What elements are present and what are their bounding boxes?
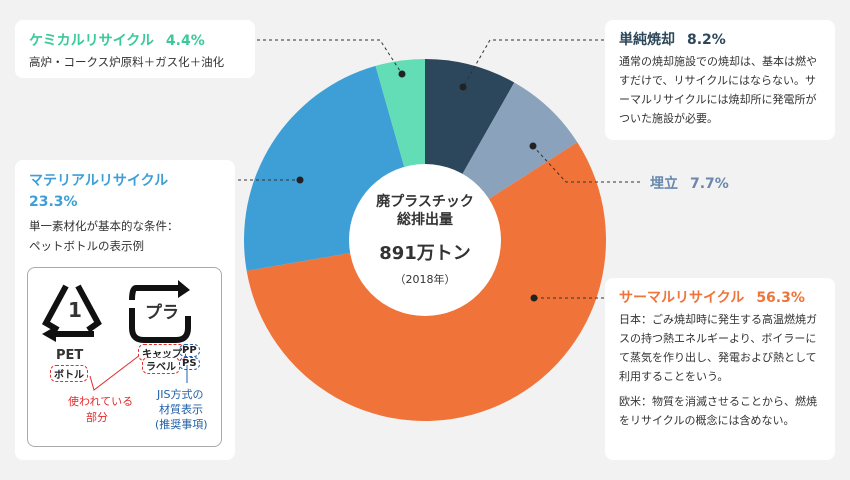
chemical-title: ケミカルリサイクル: [29, 33, 154, 49]
thermal-desc-west: 欧米：物質を消滅させることから、燃焼をリサイクルの概念には含めない。: [619, 395, 817, 427]
pla-recycle-icon: [129, 280, 191, 343]
thermal-pct: 56.3%: [756, 290, 805, 306]
thermal-desc-japan: 日本：ごみ焼却時に発生する高温燃焼ガスの持つ熱エネルギーより、ボイラーにて蒸気を…: [619, 313, 817, 383]
material-pct: 23.3%: [29, 194, 78, 210]
incineration-title: 単純焼却: [619, 32, 675, 48]
bottle-label: ボトル: [50, 365, 88, 382]
pla-mark: プラ: [145, 303, 179, 323]
material-desc: 単一素材化が基本的な条件：: [29, 219, 179, 233]
thermal-card: サーマルリサイクル 56.3% 日本：ごみ焼却時に発生する高温燃焼ガスの持つ熱エネ…: [605, 278, 835, 460]
pet-recycle-icon: [41, 284, 102, 342]
donut-hole: [349, 164, 501, 316]
thermal-title: サーマルリサイクル: [619, 290, 745, 306]
landfill-pct: 7.7%: [690, 176, 729, 192]
chemical-card: ケミカルリサイクル 4.4% 高炉・コークス炉原料＋ガス化＋油化: [15, 20, 255, 78]
landfill-title: 埋立: [650, 176, 678, 192]
ps-code: PS: [179, 357, 200, 370]
label-label: ラベル: [142, 357, 180, 374]
center-year: （2018年）: [394, 273, 456, 286]
chemical-pct: 4.4%: [165, 33, 205, 49]
pet-number: 1: [68, 298, 82, 322]
material-desc-2: ペットボトルの表示例: [29, 239, 144, 253]
leader-dots: [296, 70, 538, 302]
incineration-pct: 8.2%: [687, 32, 726, 48]
landfill-label: 埋立 7.7%: [650, 173, 729, 193]
recycling-symbol-example: 1 プラ PET ボトル キャップ ラベル PP PS 使われている 部分 JI…: [27, 267, 222, 447]
pp-code: PP: [179, 344, 200, 357]
jis-label: JIS方式の: [157, 388, 204, 401]
center-title: 廃プラスチック 総排出量: [376, 194, 474, 228]
pet-label: PET: [56, 348, 84, 363]
center-total: 891万トン: [379, 243, 471, 264]
chart-center-label: 廃プラスチック 総排出量 891万トン （2018年）: [350, 165, 500, 315]
incineration-desc: 通常の焼却施設での焼却は、基本は燃やすだけで、リサイクルにはならない。サーマルリ…: [619, 55, 817, 125]
incineration-card: 単純焼却 8.2% 通常の焼却施設での焼却は、基本は燃やすだけで、リサイクルにはな…: [605, 20, 835, 140]
material-title: マテリアルリサイクル: [29, 173, 169, 189]
used-part-label: 使われている: [68, 395, 134, 408]
jis-label-3: (推奨事項): [155, 418, 208, 431]
used-part-label-2: 部分: [86, 411, 108, 424]
chemical-desc: 高炉・コークス炉原料＋ガス化＋油化: [29, 55, 225, 69]
jis-label-2: 材質表示: [159, 403, 203, 416]
